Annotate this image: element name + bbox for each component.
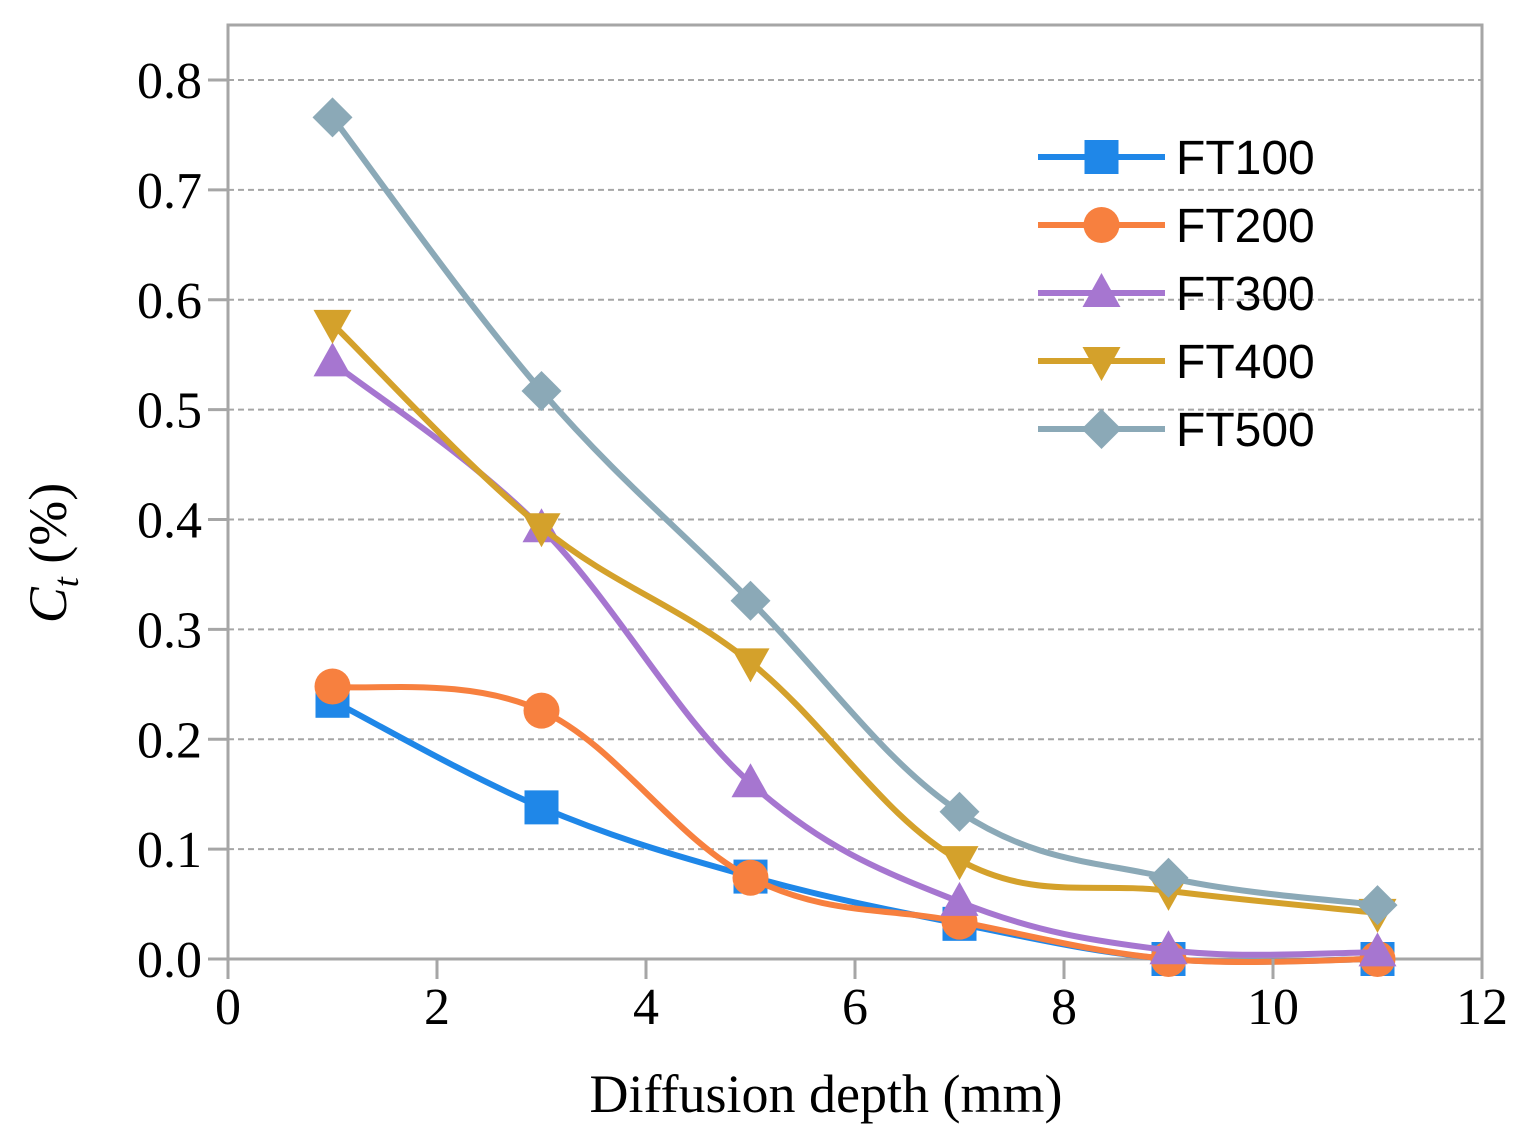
data-point-ft200: [732, 859, 769, 896]
y-tick-label: 0.8: [137, 53, 202, 110]
data-point-ft300: [731, 763, 770, 798]
legend-item-ft300: FT300: [1038, 268, 1315, 321]
legend-item-ft400: FT400: [1038, 336, 1315, 389]
data-point-ft400: [522, 513, 561, 548]
x-tick-label: 10: [1247, 979, 1299, 1036]
legend-label: FT500: [1176, 404, 1315, 457]
legend-marker: [1082, 347, 1121, 381]
y-tick-label: 0.5: [137, 383, 202, 440]
data-point-ft500: [521, 370, 562, 411]
legend: FT100 FT200 FT300 FT400 FT500: [1038, 132, 1315, 457]
legend-label: FT400: [1176, 336, 1315, 389]
y-tick-label: 0.1: [137, 822, 202, 879]
data-point-ft500: [939, 791, 980, 832]
x-tick-label: 8: [1051, 979, 1077, 1036]
legend-label: FT300: [1176, 268, 1315, 321]
data-point-ft300: [313, 342, 352, 377]
data-point-ft400: [940, 846, 979, 881]
x-tick-label: 6: [842, 979, 868, 1036]
legend-item-ft500: FT500: [1038, 404, 1315, 457]
legend-marker: [1081, 409, 1122, 449]
y-tick-label: 0.4: [137, 493, 202, 550]
y-tick-label: 0.2: [137, 712, 202, 769]
series-line-ft200: [329, 683, 1381, 965]
y-axis-title-symbol: C: [18, 586, 78, 623]
y-tick-label: 0.6: [137, 273, 202, 330]
y-axis-title-subscript: t: [46, 576, 86, 587]
data-point-ft500: [730, 580, 771, 621]
x-tick-label: 2: [424, 979, 450, 1036]
legend-item-ft200: FT200: [1038, 200, 1315, 253]
y-axis-title-unit: (%): [18, 483, 78, 577]
legend-label: FT100: [1176, 132, 1315, 185]
y-axis-title: Ct (%): [18, 483, 86, 624]
data-point-ft300: [1358, 932, 1397, 967]
data-point-ft500: [312, 97, 353, 138]
data-point-ft200: [314, 668, 351, 705]
x-axis-title: Diffusion depth (mm): [590, 1064, 1063, 1124]
data-point-ft300: [1149, 930, 1188, 965]
data-point-ft300: [940, 881, 979, 916]
data-point-ft500: [1357, 885, 1398, 926]
x-tick-label: 12: [1456, 979, 1508, 1036]
legend-marker: [1082, 273, 1121, 307]
series-ft500: [312, 97, 1398, 926]
data-point-ft500: [1148, 857, 1189, 898]
legend-marker: [1084, 140, 1119, 174]
series-ft200: [314, 668, 1396, 977]
axis-ticks: 0.0 0.1 0.2 0.3 0.4 0.5 0.6 0.7 0.8 0 2 4 6 8 10 12: [137, 53, 1508, 1036]
legend-item-ft100: FT100: [1038, 132, 1315, 185]
data-point-ft400: [731, 648, 770, 683]
series-layer: [312, 97, 1398, 977]
x-tick-label: 4: [633, 979, 659, 1036]
legend-marker: [1083, 207, 1120, 243]
data-point-ft100: [524, 790, 559, 825]
x-tick-label: 0: [215, 979, 241, 1036]
y-tick-label: 0.3: [137, 602, 202, 659]
y-tick-label: 0.7: [137, 163, 202, 220]
gridlines: [228, 79, 1482, 851]
data-point-ft400: [313, 309, 352, 344]
y-tick-label: 0.0: [137, 932, 202, 989]
legend-label: FT200: [1176, 200, 1315, 253]
data-point-ft200: [523, 692, 560, 729]
